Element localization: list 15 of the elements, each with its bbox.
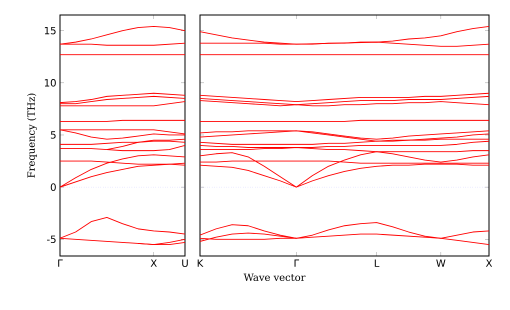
- x-tick-label: Γ: [294, 260, 300, 267]
- x-axis-title: Wave vector: [244, 274, 306, 282]
- x-tick-label: K: [198, 260, 204, 267]
- y-tick-label: 5: [50, 131, 56, 139]
- y-tick-label: 15: [44, 26, 56, 34]
- x-tick-label: L: [374, 260, 380, 267]
- x-tick-label: U: [182, 260, 188, 267]
- x-tick-label: W: [436, 260, 446, 267]
- y-tick-label: -5: [47, 236, 56, 244]
- y-axis-title: Frequency (THz): [27, 94, 37, 178]
- x-tick-label: Γ: [58, 260, 63, 267]
- y-tick-label: 0: [50, 183, 56, 191]
- x-tick-label: X: [486, 260, 492, 267]
- y-tick-label: 10: [44, 79, 56, 87]
- x-tick-label: X: [150, 260, 157, 267]
